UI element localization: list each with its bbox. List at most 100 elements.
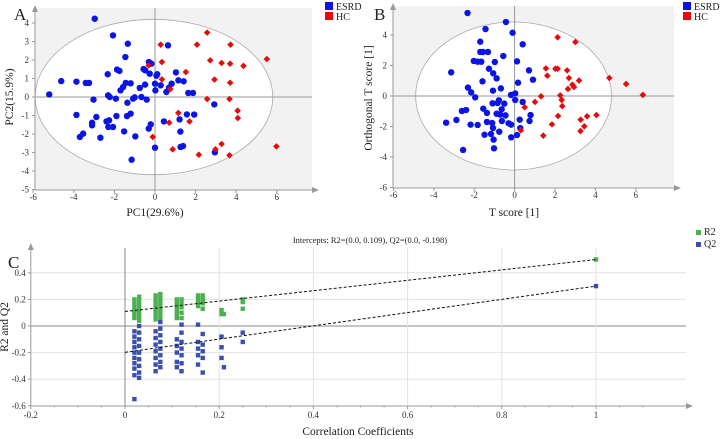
data-point-r2 bbox=[158, 315, 163, 321]
y-tick-label: -2 bbox=[22, 129, 30, 139]
data-point-q2 bbox=[240, 330, 245, 335]
data-point-r2 bbox=[158, 299, 163, 305]
data-point-esrd bbox=[152, 87, 159, 94]
data-point-q2 bbox=[219, 334, 224, 339]
data-point-q2 bbox=[195, 353, 201, 358]
data-point-r2 bbox=[132, 302, 137, 307]
data-point-r2 bbox=[136, 294, 142, 299]
data-point-esrd bbox=[109, 123, 117, 131]
data-point-q2 bbox=[136, 337, 142, 342]
data-point-hc bbox=[226, 95, 233, 103]
data-point-esrd bbox=[180, 78, 187, 85]
data-point-esrd bbox=[142, 67, 149, 74]
data-point-hc bbox=[203, 29, 211, 36]
data-point-esrd bbox=[127, 80, 134, 87]
data-point-esrd bbox=[493, 110, 500, 117]
y-tick-label: 4 bbox=[383, 30, 388, 40]
data-point-hc bbox=[558, 96, 565, 104]
data-point-esrd bbox=[487, 130, 495, 138]
x-axis-arrow bbox=[674, 185, 681, 191]
data-point-esrd bbox=[131, 94, 138, 101]
data-point-hc bbox=[273, 143, 280, 150]
data-point-q2 bbox=[158, 365, 163, 370]
y-tick-label: 0.2 bbox=[15, 294, 26, 304]
data-point-esrd bbox=[136, 84, 143, 92]
x-tick-label: 4 bbox=[234, 192, 239, 202]
data-point-r2 bbox=[200, 306, 205, 311]
y-tick-label: 4 bbox=[25, 18, 30, 28]
data-point-esrd bbox=[481, 131, 488, 138]
panel-b-label: B bbox=[374, 5, 385, 24]
data-point-r2 bbox=[240, 306, 245, 311]
data-point-r2 bbox=[221, 311, 227, 317]
legend-swatch-esrd bbox=[683, 2, 691, 10]
data-point-r2 bbox=[179, 305, 184, 310]
data-point-hc bbox=[193, 41, 201, 48]
legend-swatch-hc bbox=[683, 12, 691, 20]
legend-swatch-hc bbox=[325, 12, 333, 20]
data-point-esrd bbox=[459, 146, 467, 154]
data-point-q2 bbox=[158, 333, 163, 338]
y-axis-arrow bbox=[32, 5, 38, 12]
data-point-esrd bbox=[480, 105, 487, 112]
data-point-q2 bbox=[153, 335, 158, 341]
legend-swatch-r2 bbox=[696, 230, 701, 235]
data-point-r2 bbox=[195, 293, 201, 298]
data-point-hc bbox=[537, 93, 545, 100]
data-point-q2 bbox=[593, 283, 599, 289]
data-point-r2 bbox=[593, 257, 599, 262]
data-point-esrd bbox=[104, 71, 111, 78]
data-point-esrd bbox=[175, 77, 182, 84]
data-point-esrd bbox=[479, 48, 487, 56]
data-point-r2 bbox=[136, 318, 142, 323]
data-point-hc bbox=[234, 107, 241, 114]
data-point-esrd bbox=[526, 117, 533, 125]
data-point-q2 bbox=[219, 355, 224, 361]
data-point-q2 bbox=[200, 370, 205, 375]
data-point-q2 bbox=[136, 330, 142, 335]
y-axis-arrow bbox=[27, 243, 34, 250]
data-point-hc bbox=[577, 116, 584, 123]
data-point-esrd bbox=[489, 70, 497, 77]
data-point-esrd bbox=[489, 100, 496, 107]
data-point-esrd bbox=[516, 116, 523, 123]
data-point-q2 bbox=[200, 355, 205, 361]
legend-label-esrd: ESRD bbox=[694, 2, 720, 13]
data-point-q2 bbox=[195, 322, 201, 327]
data-point-q2 bbox=[200, 342, 205, 347]
data-point-esrd bbox=[172, 69, 180, 76]
y-tick-label: -0.2 bbox=[12, 348, 26, 358]
data-point-esrd bbox=[109, 32, 117, 39]
data-point-r2 bbox=[136, 310, 142, 315]
data-point-hc bbox=[226, 151, 233, 159]
data-point-esrd bbox=[490, 145, 498, 152]
data-point-r2 bbox=[158, 303, 163, 309]
y-tick-label: -6 bbox=[380, 183, 388, 193]
data-point-q2 bbox=[153, 362, 158, 367]
data-point-esrd bbox=[478, 58, 485, 65]
data-point-hc bbox=[158, 58, 166, 66]
data-point-hc bbox=[165, 119, 173, 127]
data-point-q2 bbox=[136, 323, 142, 329]
x-tick-label: -6 bbox=[390, 190, 398, 200]
data-point-esrd bbox=[501, 100, 508, 107]
data-point-esrd bbox=[491, 58, 499, 66]
data-point-esrd bbox=[104, 92, 112, 99]
data-point-hc bbox=[149, 133, 157, 141]
x-tick-label: 0.2 bbox=[214, 410, 225, 420]
data-point-esrd bbox=[157, 82, 164, 89]
data-point-hc bbox=[226, 60, 234, 67]
y-tick-label: -0.6 bbox=[12, 401, 27, 411]
data-point-esrd bbox=[467, 89, 475, 96]
data-point-esrd bbox=[190, 111, 198, 118]
x-tick-label: -2 bbox=[111, 192, 119, 202]
data-point-r2 bbox=[174, 307, 180, 313]
data-point-esrd bbox=[145, 125, 152, 132]
data-point-q2 bbox=[132, 345, 137, 350]
data-point-q2 bbox=[158, 346, 163, 351]
data-point-esrd bbox=[502, 112, 509, 119]
data-point-r2 bbox=[240, 299, 245, 305]
y-tick-label: 3 bbox=[25, 37, 30, 47]
data-point-esrd bbox=[105, 123, 112, 131]
data-point-esrd bbox=[124, 40, 131, 47]
